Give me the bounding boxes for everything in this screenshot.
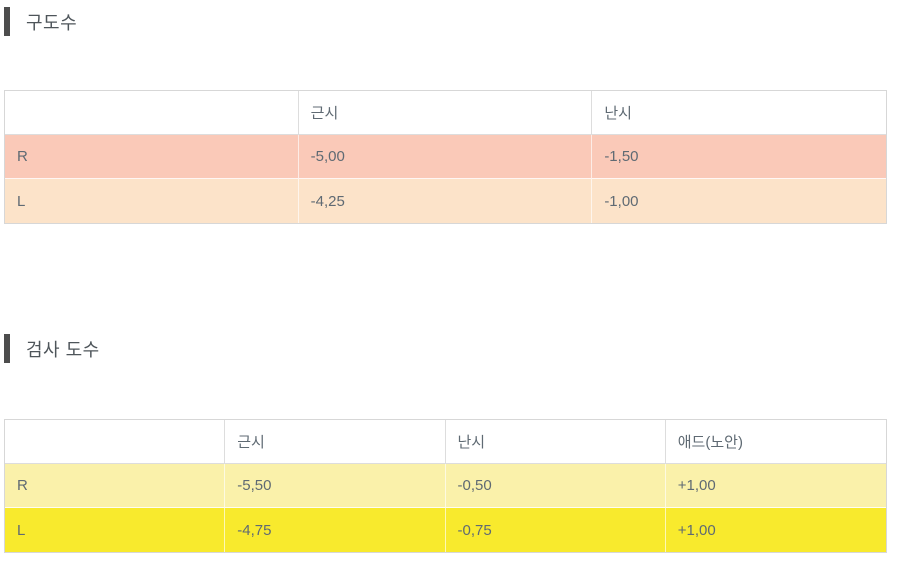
cell-myopia: -5,00	[298, 135, 593, 179]
section-title-text: 구도수	[26, 12, 78, 33]
cell-myopia: -4,25	[299, 179, 593, 223]
cell-astigmatism: -1,00	[604, 192, 639, 210]
cell-add: +1,00	[677, 521, 716, 539]
table-row-right-eye: R -5,00 -1,50	[5, 135, 886, 179]
column-header-astigmatism: 난시	[445, 420, 666, 464]
title-bar-marker	[4, 334, 10, 363]
title-bar-marker	[4, 7, 10, 36]
cell-astigmatism: -0,75	[446, 508, 666, 552]
old-prescription-table: 근시 난시 R -5,00 -1,50 L -4,25 -1,00	[4, 90, 887, 224]
column-header-myopia: 근시	[298, 91, 593, 135]
table-row-right-eye: R -5,50 -0,50 +1,00	[5, 464, 886, 508]
section-title-old-prescription: 구도수	[4, 6, 905, 37]
exam-prescription-table: 근시 난시 애드(노안) R -5,50 -0,50 +1,00 L -4,75…	[4, 419, 887, 553]
cell-add: +1,00	[665, 464, 886, 508]
cell-myopia: -4,75	[225, 508, 446, 552]
eye-label: R	[5, 464, 226, 508]
eye-label: L	[5, 179, 299, 223]
section-title-exam-prescription: 검사 도수	[4, 333, 905, 364]
table-row-left-eye: L -4,75 -0,75 +1,00	[5, 508, 886, 552]
column-header-empty	[5, 420, 226, 464]
eye-label: L	[5, 508, 226, 552]
cell-astigmatism: -1,50	[592, 135, 886, 179]
cell-myopia: -5,50	[225, 464, 446, 508]
prescription-page: 구도수 근시 난시 R -5,00 -1,50 L -4,25 -1,00	[0, 6, 905, 569]
column-header-astigmatism: 난시	[592, 91, 886, 135]
table-header-row: 근시 난시	[5, 91, 886, 135]
cell-astigmatism: -0,50	[445, 464, 666, 508]
column-header-myopia: 근시	[225, 420, 446, 464]
table-row-left-eye: L -4,25 -1,00	[5, 179, 886, 223]
section-title-text: 검사 도수	[26, 339, 100, 360]
column-header-add-presbyopia: 애드(노안)	[665, 420, 886, 464]
eye-label: R	[5, 135, 299, 179]
table-header-row: 근시 난시 애드(노안)	[5, 420, 886, 464]
column-header-empty	[5, 91, 299, 135]
